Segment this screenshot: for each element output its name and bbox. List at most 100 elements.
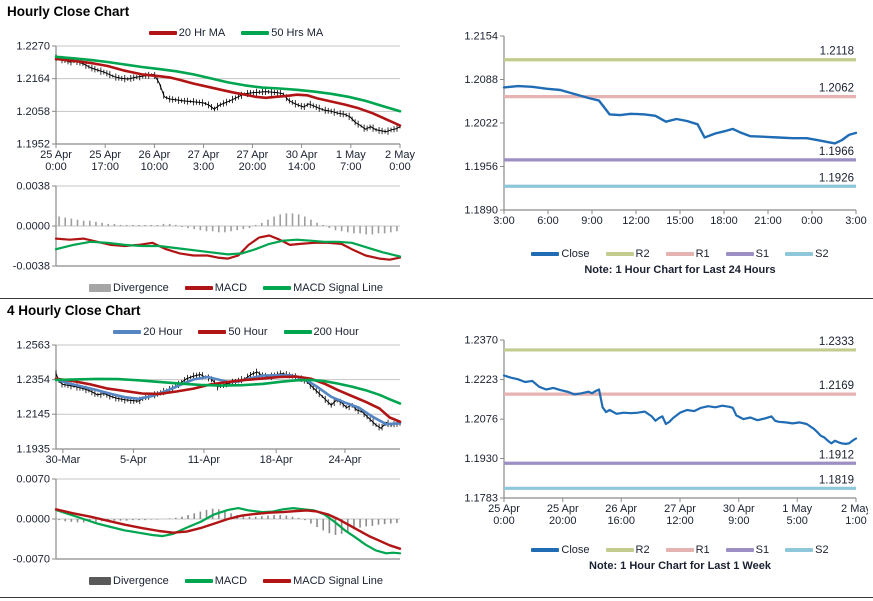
weekly-pivot-xtick-time: 20:00 xyxy=(549,515,577,527)
legend-item-macd: MACD xyxy=(184,282,248,294)
weekly-pivot-ytick: 1.1783 xyxy=(464,493,498,505)
legend-label: Divergence xyxy=(113,282,169,294)
legend-label: R2 xyxy=(635,248,650,260)
weekly-pivot-xtick-time: 9:00 xyxy=(728,515,749,527)
fourhour-macd-legend: Divergence MACD MACD Signal Line xyxy=(6,572,416,590)
legend-item-close: Close xyxy=(531,248,590,260)
hourly-price-panel: 20 Hr MA 50 Hrs MA 1.1952 1.2058 1.2164 1.22… xyxy=(6,24,416,183)
hourly-price-xtick-time: 3:00 xyxy=(193,161,214,173)
hourly-pivot-legend: Close R2 R1 S1 S2 xyxy=(440,245,868,263)
weekly-pivot-ytick: 1.2223 xyxy=(464,374,498,386)
section-title-fourhour: 4 Hourly Close Chart xyxy=(7,303,141,318)
fourhour-price-ytick: 1.1935 xyxy=(16,444,50,456)
hourly-macd-ytick: -0.0038 xyxy=(13,261,50,273)
hourly-price-xtick-time: 10:00 xyxy=(141,161,169,173)
hourly-price-xtick: 27 Apr xyxy=(188,149,220,161)
legend-item-close: Close xyxy=(531,544,590,556)
weekly-pivot-panel: 1.1783 1.1930 1.2076 1.2223 1.2370 25 Apr 0:00… xyxy=(440,332,871,573)
series-50-hrs-ma xyxy=(54,55,402,113)
legend-label: MACD Signal Line xyxy=(293,282,383,294)
legend-label: MACD xyxy=(214,282,248,294)
legend-label: S2 xyxy=(815,544,829,556)
legend-label: 200 Hour xyxy=(313,326,359,338)
pivot-label-S1: 1.1966 xyxy=(819,146,854,158)
hourly-price-xtick-time: 17:00 xyxy=(91,161,119,173)
hourly-pivot-xtick: 3:00 xyxy=(845,215,866,227)
fourhour-macd-plot: -0.0070 0.0000 0.0070 xyxy=(13,474,402,566)
fourhour-price-legend: 20 Hour 50 Hour 200 Hour xyxy=(6,323,416,341)
weekly-pivot-ytick: 1.2370 xyxy=(464,335,498,347)
legend-swatch xyxy=(725,252,754,256)
hourly-pivot-plot: 1.1890 1.1956 1.2022 1.2088 1.2154 3:00 6:00 9:… xyxy=(464,31,866,228)
hourly-pivot-xtick: 12:00 xyxy=(622,215,650,227)
hourly-price-ytick: 1.2058 xyxy=(16,106,50,118)
hourly-price-xtick-time: 0:00 xyxy=(45,161,66,173)
series-50-hour xyxy=(54,375,402,423)
legend-item-macd-signal-line: MACD Signal Line xyxy=(263,282,383,294)
pivot-label-S1: 1.1912 xyxy=(819,449,854,461)
legend-item-r1: R1 xyxy=(665,544,710,556)
hourly-pivot-xtick: 21:00 xyxy=(754,215,782,227)
hourly-price-ytick: 1.1952 xyxy=(16,139,50,151)
hourly-pivot-xtick: 0:00 xyxy=(801,215,822,227)
weekly-pivot-xtick: 27 Apr xyxy=(664,503,696,515)
legend-label: 20 Hour xyxy=(143,326,183,338)
hourly-price-ytick: 1.2164 xyxy=(16,73,50,85)
legend-label: 50 Hrs MA xyxy=(271,27,324,39)
legend-item-r2: R2 xyxy=(605,248,650,260)
hourly-price-xtick-time: 7:00 xyxy=(340,161,361,173)
legend-swatch xyxy=(263,579,292,583)
hourly-price-legend: 20 Hr MA 50 Hrs MA xyxy=(6,24,416,42)
weekly-pivot-ytick: 1.1930 xyxy=(464,453,498,465)
pivot-label-R1: 1.2169 xyxy=(819,380,854,392)
series-close xyxy=(55,57,401,133)
legend-swatch xyxy=(785,252,814,256)
weekly-pivot-chart: 1.1783 1.1930 1.2076 1.2223 1.2370 25 Apr 0:00… xyxy=(440,332,871,541)
hourly-pivot-note: Note: 1 Hour Chart for Last 24 Hours xyxy=(584,264,776,276)
hourly-price-xtick: 1 May xyxy=(336,149,366,161)
pivot-label-R1: 1.2062 xyxy=(819,83,854,95)
fourhour-price-ytick: 1.2354 xyxy=(16,374,50,386)
legend-item-macd-signal-line: MACD Signal Line xyxy=(263,575,383,587)
legend-swatch xyxy=(184,579,213,583)
weekly-pivot-xtick-time: 12:00 xyxy=(666,515,694,527)
hourly-pivot-ytick: 1.2154 xyxy=(464,31,498,43)
weekly-pivot-ytick: 1.2076 xyxy=(464,414,498,426)
hourly-macd-chart: -0.0038 0.0000 0.0038 xyxy=(6,181,416,279)
hourly-price-xtick: 30 Apr xyxy=(286,149,318,161)
legend-label: Close xyxy=(561,248,590,260)
legend-swatch xyxy=(89,577,112,585)
fourhour-macd-ytick: 0.0000 xyxy=(16,514,50,526)
weekly-pivot-xtick-time: 5:00 xyxy=(787,515,808,527)
legend-swatch xyxy=(531,548,560,552)
legend-item-50-hrs-ma: 50 Hrs MA xyxy=(241,27,323,39)
legend-label: S1 xyxy=(755,248,770,260)
legend-label: S1 xyxy=(755,544,770,556)
weekly-pivot-xtick-time: 1:00 xyxy=(845,515,866,527)
legend-swatch xyxy=(198,330,227,334)
fourhour-macd-ytick: -0.0070 xyxy=(13,554,50,566)
legend-label: Close xyxy=(561,544,590,556)
series-20-hr-ma xyxy=(54,57,402,127)
hourly-pivot-xtick: 15:00 xyxy=(666,215,694,227)
legend-item-s1: S1 xyxy=(725,248,770,260)
legend-swatch xyxy=(665,252,694,256)
hourly-price-xtick-time: 20:00 xyxy=(239,161,267,173)
weekly-pivot-xtick-time: 16:00 xyxy=(607,515,635,527)
section-divider-bottom xyxy=(0,597,873,598)
weekly-pivot-xtick-time: 0:00 xyxy=(493,515,514,527)
hourly-price-xtick: 25 Apr xyxy=(40,149,72,161)
legend-item-s1: S1 xyxy=(725,544,770,556)
weekly-pivot-legend: Close R2 R1 S1 S2 xyxy=(440,541,868,559)
legend-item-20-hr-ma: 20 Hr MA xyxy=(148,27,225,39)
legend-swatch xyxy=(241,31,270,35)
fourhour-close-chart: 1.1935 1.2145 1.2354 1.2563 30-Mar 5-Apr 11-Ap… xyxy=(6,340,416,476)
hourly-pivot-ytick: 1.1890 xyxy=(464,205,498,217)
legend-item-200-hour: 200 Hour xyxy=(283,326,359,338)
weekly-pivot-xtick: 2 May xyxy=(841,503,868,515)
legend-label: Divergence xyxy=(113,575,169,587)
hourly-pivot-xtick: 9:00 xyxy=(581,215,602,227)
series-macd xyxy=(54,234,402,261)
